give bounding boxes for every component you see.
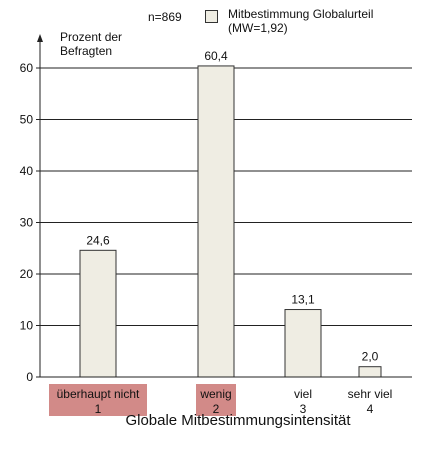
category-highlight <box>196 384 236 416</box>
y-tick-label: 0 <box>26 370 33 384</box>
legend-swatch <box>205 10 218 23</box>
bars <box>79 65 382 378</box>
bar <box>358 366 382 378</box>
bar-value-label: 60,4 <box>204 49 228 63</box>
y-axis-arrow <box>37 34 43 42</box>
labels: 0 10 20 30 40 50 60 24,6 60,4 13,1 2,0 überhaupt ni… <box>20 49 393 416</box>
bar <box>197 65 235 378</box>
bar <box>79 249 117 378</box>
category-highlight <box>49 384 147 416</box>
bar-value-label: 2,0 <box>362 350 379 364</box>
category-label: viel <box>294 387 312 401</box>
category-code: 3 <box>300 402 307 416</box>
category-label: überhaupt nicht <box>57 387 140 401</box>
category-code: 1 <box>95 402 102 416</box>
axes <box>36 34 412 378</box>
bar <box>284 309 322 378</box>
bar-value-label: 13,1 <box>291 293 315 307</box>
category-code: 2 <box>213 402 220 416</box>
y-tick-label: 40 <box>20 164 34 178</box>
category-label: sehr viel <box>348 387 393 401</box>
y-tick-label: 50 <box>20 113 34 127</box>
legend-label: Mitbestimmung Globalurteil (MW=1,92) <box>228 7 374 35</box>
y-tick-label: 20 <box>20 267 34 281</box>
x-axis-title: Globale Mitbestimmungsintensität <box>125 412 351 429</box>
category-label: wenig <box>199 387 231 401</box>
category-code: 4 <box>367 402 374 416</box>
sample-size: n=869 <box>148 10 182 24</box>
bar-value-label: 24,6 <box>86 233 110 247</box>
y-tick-label: 60 <box>20 61 34 75</box>
y-tick-label: 10 <box>20 319 34 333</box>
y-tick-label: 30 <box>20 216 34 230</box>
y-axis-label: Prozent der Befragten <box>60 30 123 58</box>
